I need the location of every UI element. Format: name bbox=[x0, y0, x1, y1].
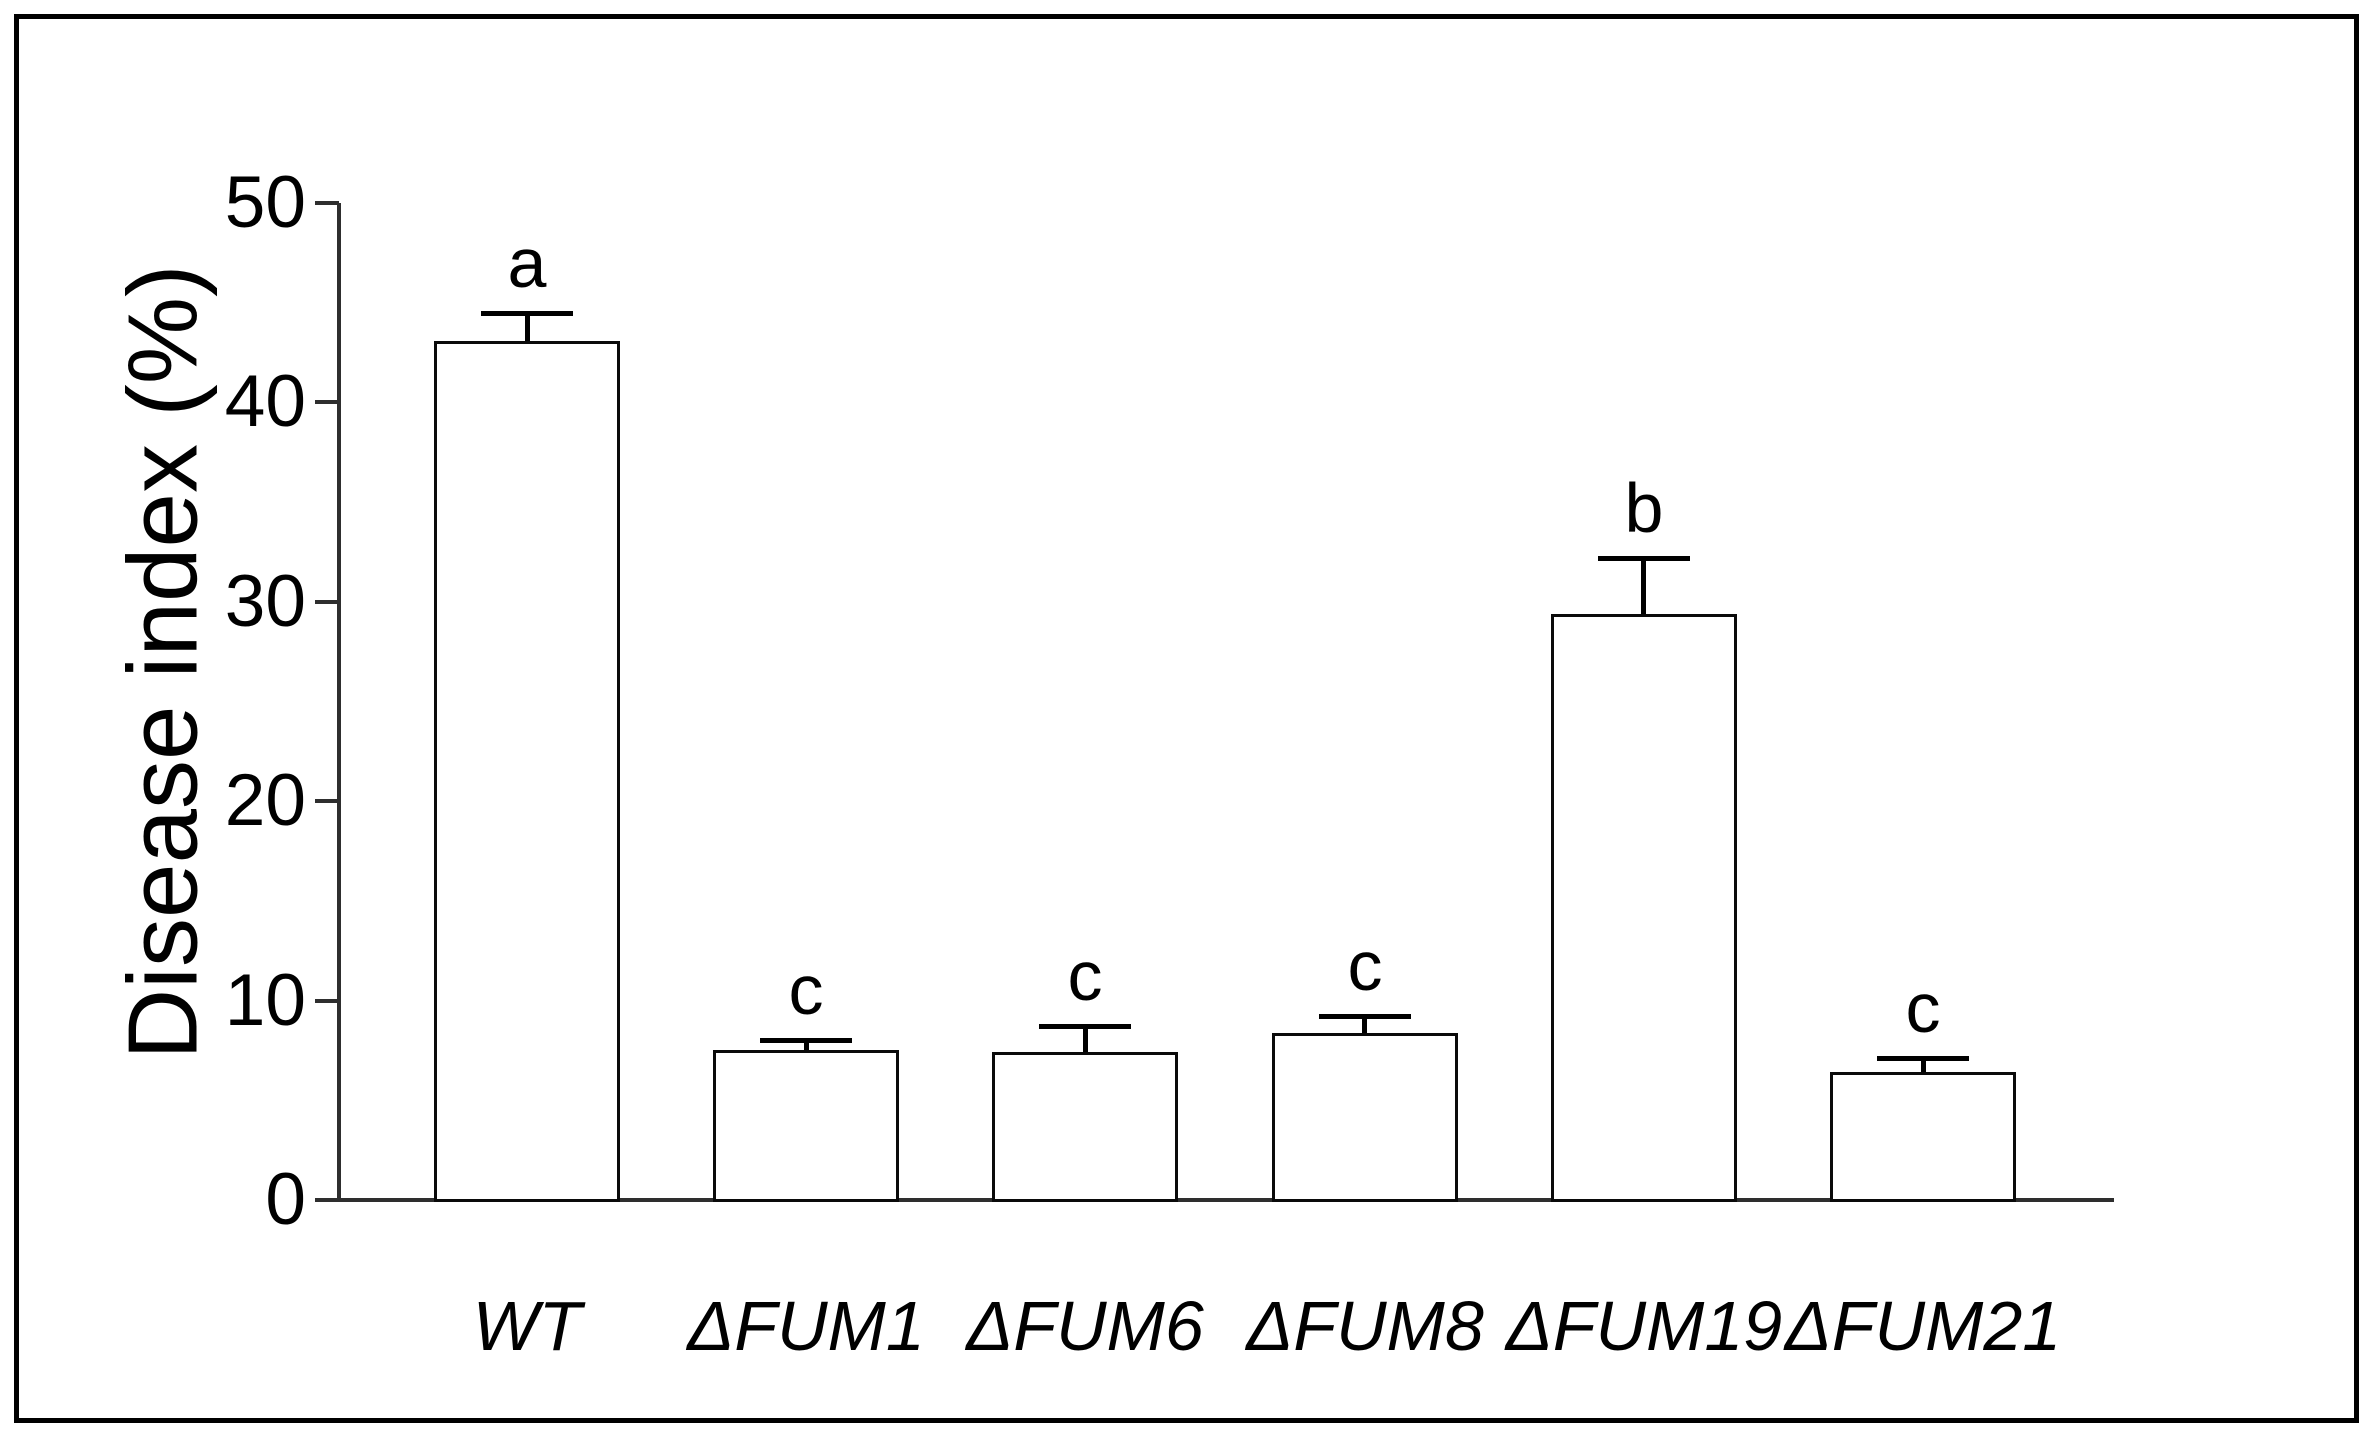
y-tick-label: 20 bbox=[224, 760, 306, 841]
y-tick-label: 50 bbox=[224, 162, 306, 243]
bar-ΔFUM21 bbox=[1830, 1072, 2016, 1202]
y-tick-mark bbox=[315, 999, 339, 1003]
category-label-1: WT bbox=[472, 1287, 582, 1365]
error-bar-cap bbox=[1039, 1024, 1131, 1029]
category-label-6: ΔFUM21 bbox=[1784, 1287, 2062, 1365]
y-tick-label: 30 bbox=[224, 561, 306, 642]
y-tick-mark bbox=[315, 799, 339, 803]
y-tick-mark bbox=[315, 600, 339, 604]
error-bar-cap bbox=[481, 311, 573, 316]
y-axis-line bbox=[337, 203, 341, 1202]
bar-ΔFUM19 bbox=[1551, 614, 1737, 1202]
y-tick-mark bbox=[315, 400, 339, 404]
significance-letter: a bbox=[507, 224, 547, 302]
significance-letter: c bbox=[1347, 927, 1383, 1005]
y-tick-mark bbox=[315, 1198, 339, 1202]
error-bar-line bbox=[1362, 1016, 1367, 1033]
y-tick-mark bbox=[315, 201, 339, 205]
y-tick-label: 0 bbox=[265, 1159, 306, 1240]
significance-letter: c bbox=[1905, 969, 1941, 1047]
error-bar-cap bbox=[760, 1038, 852, 1043]
error-bar-line bbox=[1921, 1058, 1926, 1072]
bar-ΔFUM6 bbox=[992, 1052, 1178, 1202]
bar-ΔFUM1 bbox=[713, 1050, 899, 1202]
significance-letter: b bbox=[1624, 469, 1664, 547]
category-label-3: ΔFUM6 bbox=[966, 1287, 1204, 1365]
x-axis-line bbox=[337, 1198, 2114, 1202]
significance-letter: c bbox=[788, 951, 824, 1029]
error-bar-line bbox=[525, 313, 530, 341]
error-bar-line bbox=[804, 1040, 809, 1050]
category-label-5: ΔFUM19 bbox=[1505, 1287, 1783, 1365]
error-bar-cap bbox=[1877, 1056, 1969, 1061]
bar-ΔFUM8 bbox=[1272, 1033, 1458, 1202]
error-bar-cap bbox=[1598, 556, 1690, 561]
error-bar-line bbox=[1641, 558, 1646, 614]
figure-border bbox=[14, 14, 2359, 1423]
category-label-2: ΔFUM1 bbox=[687, 1287, 925, 1365]
bar-WT bbox=[434, 341, 620, 1202]
category-label-4: ΔFUM8 bbox=[1246, 1287, 1484, 1365]
y-tick-label: 10 bbox=[224, 960, 306, 1041]
y-tick-label: 40 bbox=[224, 361, 306, 442]
error-bar-line bbox=[1083, 1026, 1088, 1052]
significance-letter: c bbox=[1067, 937, 1103, 1015]
error-bar-cap bbox=[1319, 1014, 1411, 1019]
